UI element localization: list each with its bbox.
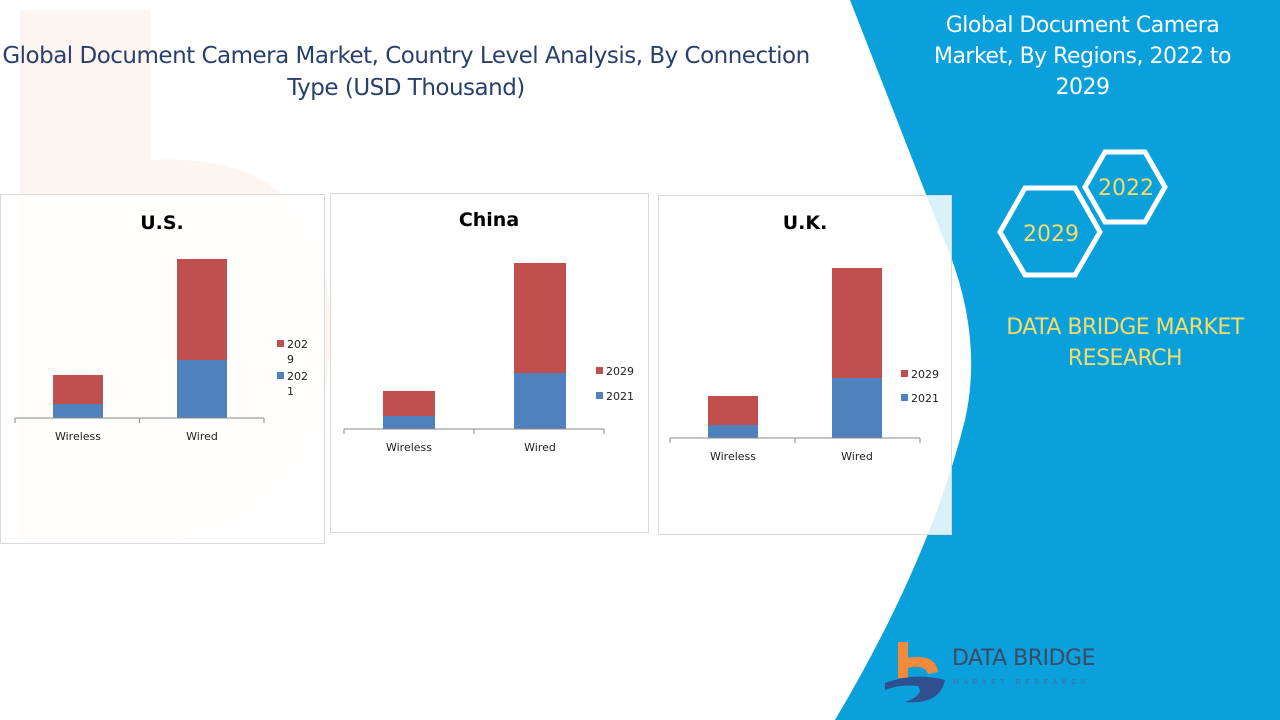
x-tick-label-us-wireless: Wireless xyxy=(55,430,101,443)
bar-china-wireless-2021 xyxy=(383,416,435,429)
chart-title-china: China xyxy=(459,209,519,231)
hex-label-2022: 2022 xyxy=(1098,176,1154,201)
bar-us-wired-2029 xyxy=(177,259,227,360)
bar-uk-wireless-2021 xyxy=(708,425,758,438)
legend-label-uk-0: 2029 xyxy=(911,368,939,381)
bar-china-wired-2029 xyxy=(514,263,566,373)
hexagon-2029 xyxy=(997,185,1103,278)
bar-china-wired-2021 xyxy=(514,373,566,429)
x-tick-label-china-wired: Wired xyxy=(524,441,556,454)
legend-label-us-0: 202 9 xyxy=(287,338,308,366)
hexagon-2022 xyxy=(1082,149,1168,225)
chart-uk xyxy=(658,195,952,535)
legend-label-china-0: 2029 xyxy=(606,365,634,378)
chart-title-us: U.S. xyxy=(140,212,184,234)
legend-swatch-us-0 xyxy=(277,340,284,347)
legend-label-uk-1: 2021 xyxy=(911,392,939,405)
bar-uk-wireless-2029 xyxy=(708,396,758,425)
legend-swatch-uk-0 xyxy=(901,370,908,377)
side-panel-title: Global Document Camera Market, By Region… xyxy=(933,13,1232,100)
brand-text: DATA BRIDGE MARKET RESEARCH xyxy=(1006,315,1244,371)
bar-uk-wired-2021 xyxy=(832,378,882,438)
legend-swatch-china-1 xyxy=(596,392,603,399)
x-tick-label-china-wireless: Wireless xyxy=(386,441,432,454)
legend-swatch-uk-1 xyxy=(901,394,908,401)
bar-us-wireless-2021 xyxy=(53,404,103,418)
bar-us-wireless-2029 xyxy=(53,375,103,404)
bar-us-wired-2021 xyxy=(177,360,227,418)
x-tick-label-uk-wireless: Wireless xyxy=(710,450,756,463)
chart-us xyxy=(0,194,325,544)
hex-label-2029: 2029 xyxy=(1023,222,1079,247)
legend-label-china-1: 2021 xyxy=(606,390,634,403)
legend-swatch-china-0 xyxy=(596,367,603,374)
logo-tagline: MARKET RESEARCH xyxy=(953,679,1091,686)
x-tick-label-uk-wired: Wired xyxy=(841,450,873,463)
page-title: Global Document Camera Market, Country L… xyxy=(2,43,810,101)
logo-icon xyxy=(885,642,945,703)
bar-uk-wired-2029 xyxy=(832,268,882,378)
legend-label-us-1: 202 1 xyxy=(287,370,308,398)
chart-china xyxy=(330,193,649,533)
logo-name: DATA BRIDGE xyxy=(952,646,1095,671)
x-tick-label-us-wired: Wired xyxy=(186,430,218,443)
bar-china-wireless-2029 xyxy=(383,391,435,416)
legend-swatch-us-1 xyxy=(277,372,284,379)
side-panel-shape xyxy=(835,0,1280,720)
chart-title-uk: U.K. xyxy=(783,212,828,234)
